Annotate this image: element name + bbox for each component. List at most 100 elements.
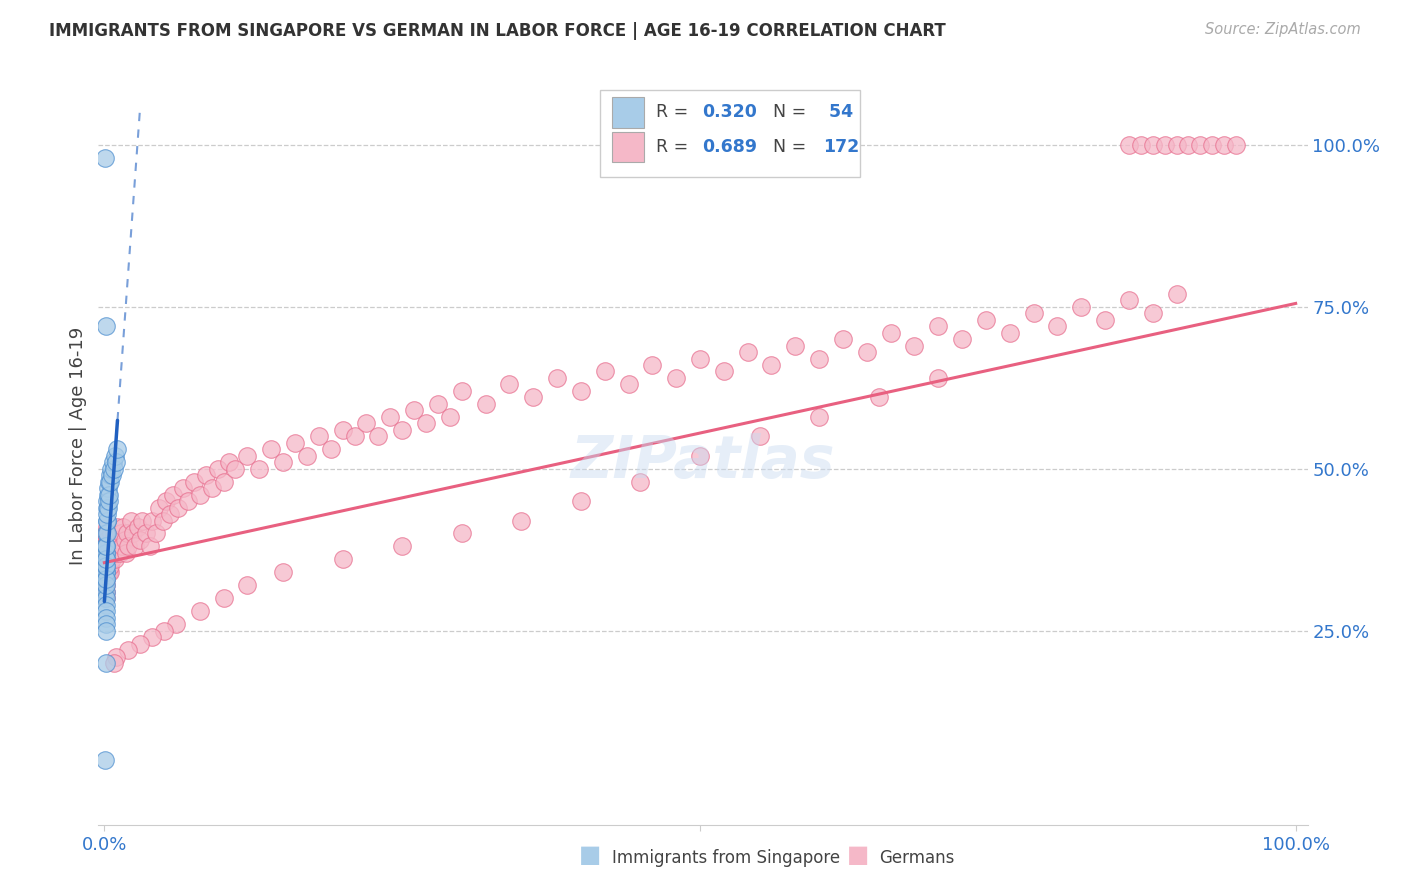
Point (117, 540, 139, 554)
Point (271, 455, 294, 469)
Point (94, 572, 117, 586)
Point (689, 351, 711, 366)
Point (94, 572, 117, 586)
Point (94, 584, 117, 599)
Point (1166, 286, 1188, 301)
Point (94, 591, 117, 606)
Point (97, 481, 120, 495)
Point (879, 326, 901, 340)
Point (167, 500, 190, 515)
Point (96, 540, 118, 554)
Point (713, 364, 735, 378)
Point (94, 546, 117, 560)
Point (950, 332, 973, 346)
Point (97, 540, 120, 554)
Point (107, 533, 129, 547)
Point (138, 540, 160, 554)
Point (96, 540, 118, 554)
Point (236, 578, 259, 592)
Point (689, 449, 711, 463)
Point (101, 552, 124, 566)
Point (665, 371, 688, 385)
Point (474, 397, 496, 411)
Text: ■: ■ (846, 843, 869, 867)
Point (96, 526, 118, 541)
Point (98, 468, 121, 483)
Point (141, 514, 163, 528)
Text: R =: R = (655, 103, 693, 121)
Point (856, 345, 879, 359)
Point (630, 475, 652, 489)
Point (127, 520, 149, 534)
Point (1094, 312, 1116, 326)
Point (94, 319, 117, 334)
Point (96, 540, 118, 554)
Point (98, 558, 121, 573)
Point (96, 533, 118, 547)
Point (97, 500, 120, 515)
Point (101, 455, 124, 469)
Text: N =: N = (762, 103, 813, 121)
Point (332, 423, 354, 437)
Point (94, 533, 117, 547)
Text: IMMIGRANTS FROM SINGAPORE VS GERMAN IN LABOR FORCE | AGE 16-19 CORRELATION CHART: IMMIGRANTS FROM SINGAPORE VS GERMAN IN L… (49, 22, 946, 40)
FancyBboxPatch shape (600, 89, 860, 177)
Point (162, 487, 184, 501)
Point (94, 558, 117, 573)
Point (218, 455, 240, 469)
Point (94, 546, 117, 560)
Point (105, 546, 128, 560)
Point (104, 449, 127, 463)
Point (1189, 137, 1212, 152)
Point (356, 417, 378, 431)
Point (96, 526, 118, 541)
Point (260, 442, 283, 457)
Text: ■: ■ (579, 843, 602, 867)
Point (104, 552, 127, 566)
Point (1070, 300, 1092, 314)
Point (98, 540, 121, 554)
Point (94, 552, 117, 566)
Point (1153, 137, 1175, 152)
Point (94, 558, 117, 573)
Point (94, 578, 117, 592)
Point (450, 526, 472, 541)
Point (94, 552, 117, 566)
Point (96, 552, 118, 566)
Point (98, 546, 121, 560)
Point (498, 377, 520, 392)
Point (96, 500, 118, 515)
Point (107, 442, 129, 457)
Point (94, 572, 117, 586)
Point (114, 533, 136, 547)
Point (903, 338, 925, 352)
Point (94, 558, 117, 573)
Point (94, 566, 117, 580)
Point (1177, 137, 1199, 152)
Point (98, 552, 121, 566)
Point (569, 384, 592, 398)
Point (343, 429, 366, 443)
Point (808, 351, 831, 366)
Point (103, 526, 125, 541)
Text: 54: 54 (823, 103, 853, 121)
Point (104, 533, 127, 547)
Text: Immigrants from Singapore: Immigrants from Singapore (612, 849, 839, 867)
Point (927, 319, 949, 334)
Point (100, 468, 122, 483)
Point (94, 753, 117, 767)
Point (153, 624, 176, 638)
Point (94, 552, 117, 566)
Point (112, 520, 135, 534)
Point (97, 558, 120, 573)
Point (100, 540, 122, 554)
Point (200, 481, 222, 495)
Point (94, 578, 117, 592)
Point (247, 461, 270, 475)
Point (103, 540, 125, 554)
FancyBboxPatch shape (613, 132, 644, 162)
FancyBboxPatch shape (613, 97, 644, 128)
Point (97, 494, 120, 508)
Point (177, 494, 200, 508)
Point (94, 540, 117, 554)
